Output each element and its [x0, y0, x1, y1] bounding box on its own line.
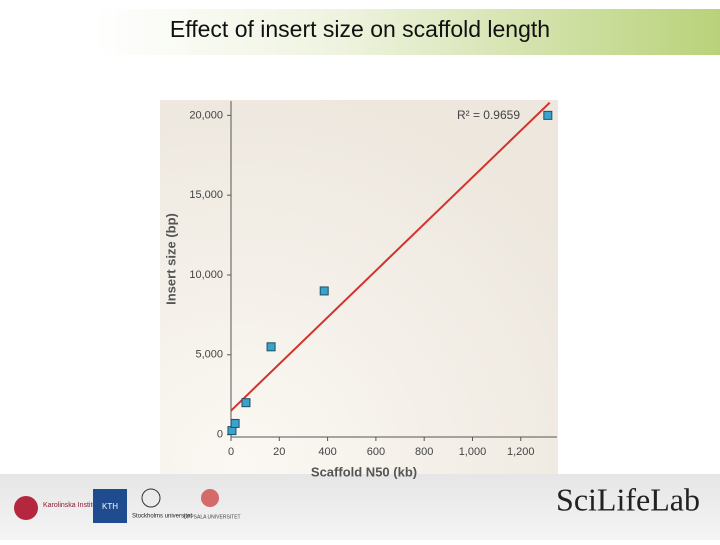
logo: SciLifeLab — [556, 481, 700, 517]
logo: KTH — [102, 502, 118, 511]
y-axis-label: Insert size (bp) — [163, 213, 178, 305]
logo: Karolinska Institutet — [43, 502, 104, 509]
slide-title: Effect of insert size on scaffold length — [170, 16, 550, 42]
x-tick-label: 1,200 — [507, 446, 535, 458]
chart-panel — [160, 100, 558, 482]
logo-icon — [141, 488, 161, 508]
point — [319, 286, 329, 296]
logo-icon — [201, 489, 219, 507]
title-bar — [92, 9, 720, 55]
x-axis-label: Scaffold N50 (kb) — [311, 464, 417, 479]
x-tick-label: 20 — [273, 446, 285, 458]
logo-icon — [14, 496, 38, 520]
y-tick-label: 0 — [217, 429, 223, 441]
y-tick-label: 15,000 — [189, 189, 223, 201]
y-tick-label: 20,000 — [189, 109, 223, 121]
y-tick-label: 5,000 — [195, 349, 223, 361]
x-tick-label: 400 — [318, 446, 336, 458]
logo: UPPSALA UNIVERSITET — [183, 514, 240, 520]
x-tick-label: 0 — [228, 446, 234, 458]
point — [241, 398, 251, 408]
logo: Stockholms universitet — [132, 514, 192, 520]
logo-icon — [93, 489, 127, 523]
point — [543, 110, 553, 120]
x-tick-label: 1,000 — [459, 446, 487, 458]
annotation: R² = 0.9659 — [457, 108, 520, 122]
point — [230, 418, 240, 428]
x-tick-label: 800 — [415, 446, 433, 458]
chart: 0 5,000 10,000 15,000 20,000 0 20 400 600 800 1,00… — [163, 101, 557, 479]
y-tick-label: 10,000 — [189, 269, 223, 281]
fit-line — [230, 101, 551, 412]
x-tick-label: 600 — [367, 446, 385, 458]
point — [266, 342, 276, 352]
